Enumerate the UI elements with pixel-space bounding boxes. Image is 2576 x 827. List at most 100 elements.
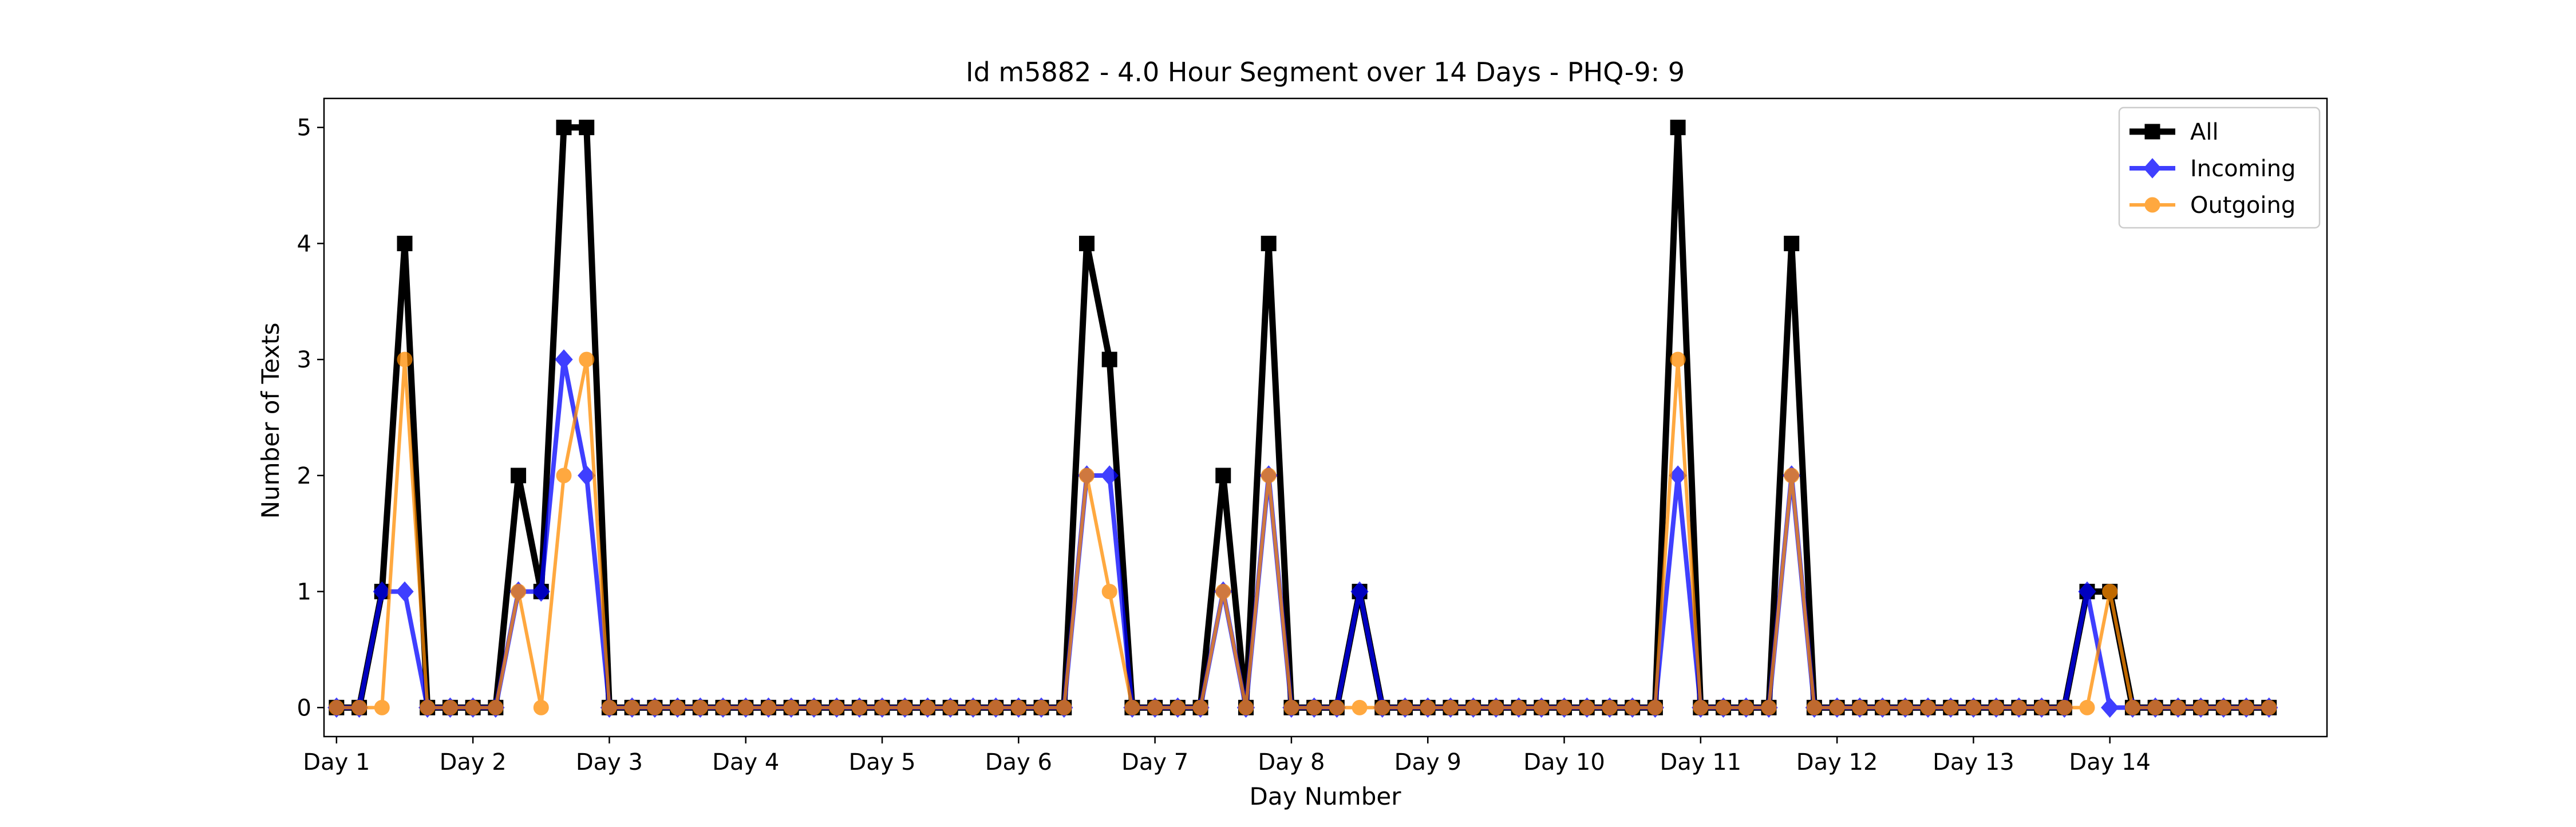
x-tick-label: Day 6 (985, 749, 1052, 775)
point-outgoing (1738, 699, 1754, 715)
point-outgoing (1625, 699, 1641, 715)
point-outgoing (1829, 699, 1845, 715)
series-all (329, 120, 2277, 715)
point-outgoing (351, 699, 368, 715)
legend-marker-all (2144, 124, 2160, 140)
point-incoming (1100, 465, 1119, 486)
point-all (511, 468, 527, 484)
point-outgoing (1784, 468, 1800, 484)
point-outgoing (670, 699, 686, 715)
plot-area-border (323, 97, 2328, 738)
x-tick-label: Day 1 (303, 749, 370, 775)
y-tick-label: 3 (297, 347, 311, 373)
point-outgoing (579, 351, 595, 367)
x-tick-label: Day 3 (576, 749, 643, 775)
series-line-all (336, 124, 2269, 711)
point-outgoing (2147, 699, 2163, 715)
series-line-incoming (336, 357, 2269, 710)
x-tick-label: Day 8 (1258, 749, 1325, 775)
legend-item-all (2129, 124, 2175, 140)
series-group (327, 120, 2278, 718)
legend-label-all: All (2190, 119, 2219, 145)
legend-item-incoming (2129, 158, 2175, 179)
legend-marker-incoming (2143, 158, 2162, 179)
point-outgoing (397, 351, 413, 367)
point-all (579, 120, 595, 136)
y-tick-label: 5 (297, 115, 311, 141)
x-tick-label: Day 10 (1523, 749, 1605, 775)
point-incoming (396, 581, 414, 602)
point-outgoing (556, 468, 572, 484)
point-outgoing (965, 699, 981, 715)
series-incoming (327, 349, 2278, 718)
point-outgoing (760, 699, 776, 715)
point-incoming (555, 349, 573, 370)
legend-item-outgoing (2129, 197, 2175, 213)
point-outgoing (2215, 699, 2231, 715)
point-all (1215, 468, 1231, 484)
y-tick-label: 0 (297, 695, 311, 721)
point-outgoing (374, 699, 390, 715)
point-outgoing (851, 699, 867, 715)
point-outgoing (1170, 699, 1186, 715)
point-outgoing (1897, 699, 1913, 715)
point-outgoing (1988, 699, 2004, 715)
point-outgoing (1101, 584, 1117, 600)
point-outgoing (783, 699, 799, 715)
point-outgoing (897, 699, 913, 715)
point-outgoing (1920, 699, 1936, 715)
series-line-outgoing (336, 358, 2269, 710)
point-outgoing (1534, 699, 1550, 715)
legend-label-outgoing: Outgoing (2190, 192, 2296, 219)
point-outgoing (919, 699, 935, 715)
point-incoming (532, 581, 550, 602)
point-incoming (1350, 581, 1369, 602)
point-outgoing (806, 699, 822, 715)
plot-frame (323, 97, 2328, 738)
point-outgoing (511, 584, 527, 600)
point-outgoing (1010, 699, 1026, 715)
point-outgoing (488, 699, 504, 715)
point-outgoing (1078, 468, 1095, 484)
point-outgoing (329, 699, 345, 715)
point-outgoing (1852, 699, 1868, 715)
point-outgoing (2056, 699, 2072, 715)
point-outgoing (1238, 699, 1254, 715)
point-outgoing (2011, 699, 2027, 715)
point-outgoing (2261, 699, 2277, 715)
point-outgoing (1033, 699, 1049, 715)
point-outgoing (1215, 584, 1231, 600)
point-outgoing (1261, 468, 1277, 484)
chart-title: Id m5882 - 4.0 Hour Segment over 14 Days… (966, 57, 1685, 88)
point-outgoing (1488, 699, 1504, 715)
x-tick-label: Day 2 (440, 749, 507, 775)
x-tick-label: Day 9 (1394, 749, 1461, 775)
x-tick-label: Day 4 (712, 749, 779, 775)
point-all (1101, 351, 1117, 367)
point-outgoing (1965, 699, 1981, 715)
x-tick-label: Day 5 (848, 749, 915, 775)
point-outgoing (1192, 699, 1208, 715)
x-tick-label: Day 14 (2069, 749, 2151, 775)
point-all (1784, 235, 1800, 251)
point-outgoing (1352, 699, 1368, 715)
series-outgoing (329, 351, 2277, 715)
point-outgoing (738, 699, 754, 715)
legend-box (2118, 106, 2321, 229)
point-outgoing (1647, 699, 1663, 715)
point-outgoing (1943, 699, 1959, 715)
point-outgoing (1420, 699, 1436, 715)
x-tick-label: Day 12 (1796, 749, 1878, 775)
point-outgoing (829, 699, 845, 715)
point-outgoing (942, 699, 958, 715)
point-outgoing (2170, 699, 2186, 715)
point-outgoing (2079, 699, 2095, 715)
point-outgoing (1670, 351, 1686, 367)
y-tick-label: 2 (297, 463, 311, 489)
point-outgoing (1397, 699, 1413, 715)
legend: All Incoming Outgoing (2118, 106, 2321, 229)
point-outgoing (2124, 699, 2140, 715)
point-all (397, 235, 413, 251)
point-outgoing (1602, 699, 1618, 715)
